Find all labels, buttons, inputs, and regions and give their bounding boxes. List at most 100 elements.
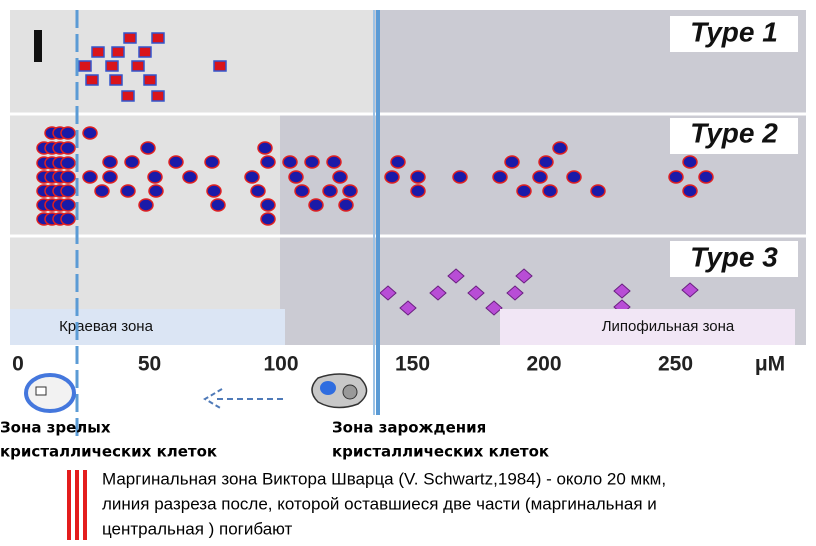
type3-cell [485,300,503,316]
type2-cell [322,184,338,198]
type2-cell [260,198,276,212]
type2-cell [282,155,298,169]
type3-cell [515,268,533,284]
row1-light [10,10,374,113]
note-line: линия разреза после, которой оставшиеся … [102,494,657,513]
type3-cell [681,282,699,298]
type2-cell [138,198,154,212]
type2-cell [452,170,468,184]
type2-cell [120,184,136,198]
type2-cell [504,155,520,169]
red-bar [83,470,87,540]
zone-box [500,309,795,345]
type1-cell [123,32,137,44]
type2-cell [182,170,198,184]
type2-cell [260,212,276,226]
type2-cell [60,198,76,212]
axis-tick-label: 0 [12,353,24,376]
type2-cell [140,141,156,155]
type1-cell [105,60,119,72]
mature-cell-icon [24,373,76,413]
type2-cell [244,170,260,184]
type2-cell [206,184,222,198]
type1-cell [143,74,157,86]
type1-cell [85,74,99,86]
type2-cell [210,198,226,212]
type2-cell [168,155,184,169]
type2-cell [668,170,684,184]
axis-tick-label: 100 [263,353,298,376]
type-box [670,16,798,52]
type2-cell [257,141,273,155]
mature-label: кристаллических клеток [0,443,217,461]
type3-cell [506,285,524,301]
red-bar [75,470,79,540]
type2-cell [82,170,98,184]
type-label: Type 1 [690,16,778,47]
origin-label: Зона зарождения [332,419,486,437]
type3-cell [429,285,447,301]
type2-cell [288,170,304,184]
type-label: Type 2 [690,117,778,148]
zone-label: Краевая зона [59,318,154,335]
type2-cell [94,184,110,198]
type3-cell [613,283,631,299]
type3-cell [467,285,485,301]
icon-detail [320,381,336,395]
axis-tick-label: 150 [395,353,430,376]
type2-cell [102,170,118,184]
type2-cell [542,184,558,198]
type1-cell [91,46,105,58]
note-line: центральная ) погибают [102,519,293,538]
type3-cell [399,300,417,316]
type2-cell [390,155,406,169]
type2-cell [124,155,140,169]
type1-cell [121,90,135,102]
type2-cell [698,170,714,184]
origin-label: кристаллических клеток [332,443,549,461]
type2-cell [332,170,348,184]
zone-label: Липофильная зона [602,318,735,335]
type2-cell [532,170,548,184]
type2-cell [60,156,76,170]
red-bar [67,470,71,540]
origin-cell-icon [311,373,368,409]
type2-cell [492,170,508,184]
type1-cell [138,46,152,58]
type2-cell [342,184,358,198]
type2-cell [326,155,342,169]
type2-cell [60,170,76,184]
type-box [670,241,798,277]
type2-cell [294,184,310,198]
note-line: Маргинальная зона Виктора Шварца (V. Sch… [102,469,666,488]
type2-cell [538,155,554,169]
type2-cell [60,212,76,226]
type2-cell [147,170,163,184]
arrow-head [203,388,223,410]
type3-cell [447,268,465,284]
type2-cell [590,184,606,198]
type2-cell [566,170,582,184]
type2-cell [82,126,98,140]
icon-detail [35,386,47,396]
type1-cell [109,74,123,86]
type2-cell [250,184,266,198]
type-label: Type 3 [690,241,778,272]
axis-tick-label: 250 [658,353,693,376]
axis-tick-label: 200 [526,353,561,376]
type1-cell [213,60,227,72]
type2-cell [204,155,220,169]
icon-detail [342,384,358,400]
type1-cell [151,90,165,102]
mature-label: Зона зрелых [0,419,111,437]
type1-cell [111,46,125,58]
type2-cell [516,184,532,198]
type2-cell [308,198,324,212]
type1-cell [151,32,165,44]
type2-cell [102,155,118,169]
type2-cell [304,155,320,169]
type2-cell [410,184,426,198]
type2-cell [682,184,698,198]
type2-cell [552,141,568,155]
